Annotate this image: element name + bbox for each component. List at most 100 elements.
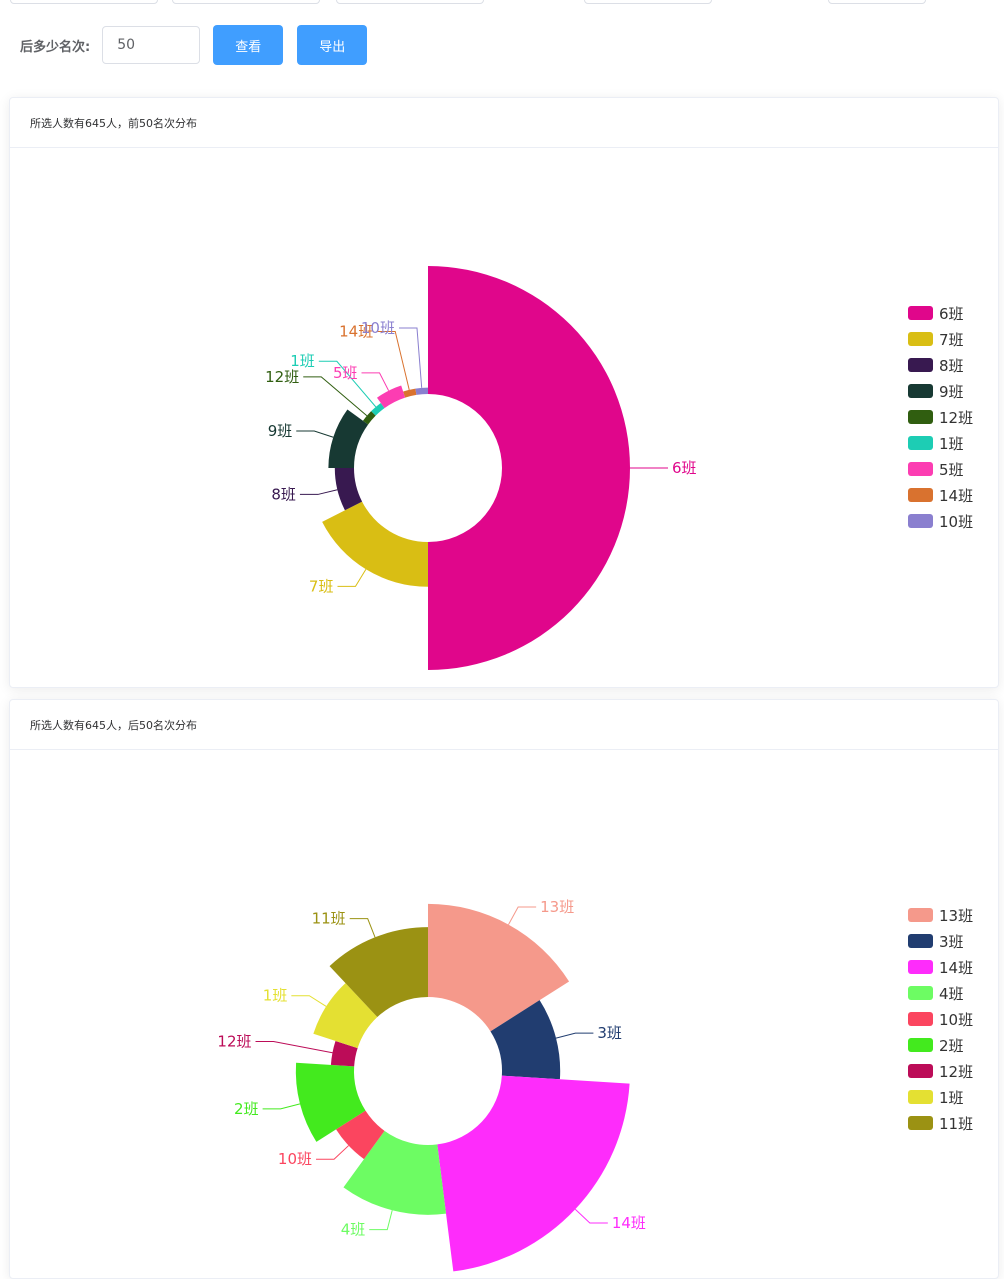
legend-swatch-1-6[interactable] bbox=[908, 462, 933, 476]
label-line-2-3 bbox=[369, 1210, 393, 1231]
select-stub-4[interactable] bbox=[584, 0, 712, 4]
legend-label-1-4[interactable]: 12班 bbox=[939, 409, 973, 427]
legend-label-1-7[interactable]: 14班 bbox=[939, 487, 973, 505]
label-line-2-2 bbox=[574, 1208, 608, 1224]
legend-swatch-2-4[interactable] bbox=[908, 1012, 933, 1026]
legend-swatch-2-3[interactable] bbox=[908, 986, 933, 1000]
legend-label-1-1[interactable]: 7班 bbox=[939, 331, 964, 349]
legend-swatch-2-1[interactable] bbox=[908, 934, 933, 948]
rose-slice-2-6[interactable] bbox=[330, 1040, 358, 1067]
select-stub-2[interactable] bbox=[172, 0, 320, 4]
bottom-rank-rose-chart: 13班 3班 14班 4班 10班 2班 12班 1班 11班 13班 3班 14班 4班 10班 2班 12… bbox=[217, 898, 973, 1272]
label-line-1-5 bbox=[318, 360, 377, 408]
legend-label-1-3[interactable]: 9班 bbox=[939, 383, 964, 401]
legend-swatch-1-4[interactable] bbox=[908, 410, 933, 424]
export-button[interactable]: 导出 bbox=[297, 25, 368, 65]
filter-row: 后多少名次: 查看 导出 bbox=[20, 25, 368, 65]
rose-slice-1-1[interactable] bbox=[322, 501, 428, 587]
slice-label-1-8: 10班 bbox=[361, 319, 395, 337]
rank-count-label: 后多少名次: bbox=[20, 39, 91, 55]
slice-label-1-5: 1班 bbox=[290, 352, 315, 370]
legend-label-2-8[interactable]: 11班 bbox=[939, 1115, 973, 1133]
legend-swatch-2-2[interactable] bbox=[908, 960, 933, 974]
rose-slice-1-3[interactable] bbox=[328, 409, 369, 468]
slice-label-2-3: 4班 bbox=[341, 1221, 366, 1239]
view-button[interactable]: 查看 bbox=[213, 25, 284, 65]
legend-swatch-2-8[interactable] bbox=[908, 1116, 933, 1130]
legend-label-1-6[interactable]: 5班 bbox=[939, 461, 964, 479]
legend-label-2-3[interactable]: 4班 bbox=[939, 985, 964, 1003]
legend-swatch-1-3[interactable] bbox=[908, 384, 933, 398]
legend-label-1-8[interactable]: 10班 bbox=[939, 513, 973, 531]
bottom-rank-card: 所选人数有645人，后50名次分布 13班 3班 14班 4班 10班 2班 12班 1班 11… bbox=[9, 699, 999, 1279]
rose-slice-2-2[interactable] bbox=[437, 1075, 630, 1272]
legend-label-2-0[interactable]: 13班 bbox=[939, 907, 973, 925]
rose-slice-2-8[interactable] bbox=[329, 927, 428, 1018]
label-line-2-8 bbox=[349, 918, 376, 938]
label-line-1-1 bbox=[337, 569, 367, 587]
legend-swatch-1-8[interactable] bbox=[908, 514, 933, 528]
label-line-2-1 bbox=[555, 1032, 594, 1039]
select-stub-1[interactable] bbox=[10, 0, 158, 4]
rose-slice-2-4[interactable] bbox=[336, 1110, 385, 1160]
slice-label-1-4: 12班 bbox=[265, 368, 299, 386]
legend-swatch-2-5[interactable] bbox=[908, 1038, 933, 1052]
legend-swatch-1-0[interactable] bbox=[908, 306, 933, 320]
rose-slice-2-5[interactable] bbox=[295, 1062, 366, 1142]
label-line-2-4 bbox=[316, 1145, 349, 1160]
slice-label-2-6: 12班 bbox=[217, 1033, 251, 1051]
legend-label-2-7[interactable]: 1班 bbox=[939, 1089, 964, 1107]
label-line-1-6 bbox=[361, 372, 390, 391]
rose-slice-1-7[interactable] bbox=[403, 388, 417, 398]
legend-label-2-2[interactable]: 14班 bbox=[939, 959, 973, 977]
slice-label-1-1: 7班 bbox=[309, 577, 334, 595]
label-line-2-5 bbox=[262, 1103, 301, 1110]
legend-label-1-0[interactable]: 6班 bbox=[939, 305, 964, 323]
rose-slice-2-3[interactable] bbox=[343, 1130, 447, 1215]
slice-label-2-8: 11班 bbox=[312, 910, 346, 928]
rank-count-input[interactable] bbox=[102, 26, 201, 64]
legend-label-2-1[interactable]: 3班 bbox=[939, 933, 964, 951]
legend-swatch-1-5[interactable] bbox=[908, 436, 933, 450]
legend-label-1-2[interactable]: 8班 bbox=[939, 357, 964, 375]
label-line-1-8 bbox=[398, 327, 423, 388]
legend-swatch-1-7[interactable] bbox=[908, 488, 933, 502]
label-line-1-3 bbox=[296, 430, 334, 438]
legend-swatch-1-2[interactable] bbox=[908, 358, 933, 372]
legend-swatch-1-1[interactable] bbox=[908, 332, 933, 346]
slice-label-1-7: 14班 bbox=[339, 322, 373, 340]
rose-slice-2-0[interactable] bbox=[428, 903, 570, 1032]
rose-slice-1-5[interactable] bbox=[371, 402, 385, 416]
slice-label-2-7: 1班 bbox=[263, 987, 288, 1005]
slice-label-2-0: 13班 bbox=[540, 898, 574, 916]
label-line-1-4 bbox=[303, 376, 368, 417]
rose-slice-2-1[interactable] bbox=[490, 1000, 561, 1080]
top-filter-strip bbox=[0, 0, 1004, 8]
slice-label-2-5: 2班 bbox=[234, 1100, 259, 1118]
rose-slice-1-6[interactable] bbox=[376, 385, 406, 409]
top-rank-card-header: 所选人数有645人，前50名次分布 bbox=[10, 98, 998, 148]
rose-slice-1-4[interactable] bbox=[362, 411, 376, 425]
rose-slice-1-2[interactable] bbox=[334, 468, 363, 511]
top-rank-rose-chart: 6班7班8班9班12班1班5班14班10班6班7班8班9班12班1班5班14班1… bbox=[265, 266, 973, 670]
label-line-2-0 bbox=[508, 906, 537, 925]
legend-label-2-6[interactable]: 12班 bbox=[939, 1063, 973, 1081]
legend-label-2-5[interactable]: 2班 bbox=[939, 1037, 964, 1055]
legend-swatch-2-0[interactable] bbox=[908, 908, 933, 922]
slice-label-1-2: 8班 bbox=[271, 485, 296, 503]
select-stub-3[interactable] bbox=[336, 0, 484, 4]
slice-label-1-0: 6班 bbox=[672, 459, 697, 477]
rose-slice-1-8[interactable] bbox=[415, 387, 428, 395]
label-line-2-6 bbox=[255, 1041, 333, 1054]
legend-label-1-5[interactable]: 1班 bbox=[939, 435, 964, 453]
legend-label-2-4[interactable]: 10班 bbox=[939, 1011, 973, 1029]
slice-label-2-2: 14班 bbox=[612, 1214, 646, 1232]
label-line-2-7 bbox=[291, 995, 327, 1007]
rose-slice-2-7[interactable] bbox=[313, 983, 378, 1049]
label-line-1-7 bbox=[377, 330, 410, 390]
top-rank-card: 所选人数有645人，前50名次分布 6班 7班 8班 9班 12班 1班 5班 14班 10班 6… bbox=[9, 97, 999, 688]
rose-slice-1-0[interactable] bbox=[428, 266, 630, 670]
select-stub-5[interactable] bbox=[828, 0, 926, 4]
legend-swatch-2-6[interactable] bbox=[908, 1064, 933, 1078]
legend-swatch-2-7[interactable] bbox=[908, 1090, 933, 1104]
